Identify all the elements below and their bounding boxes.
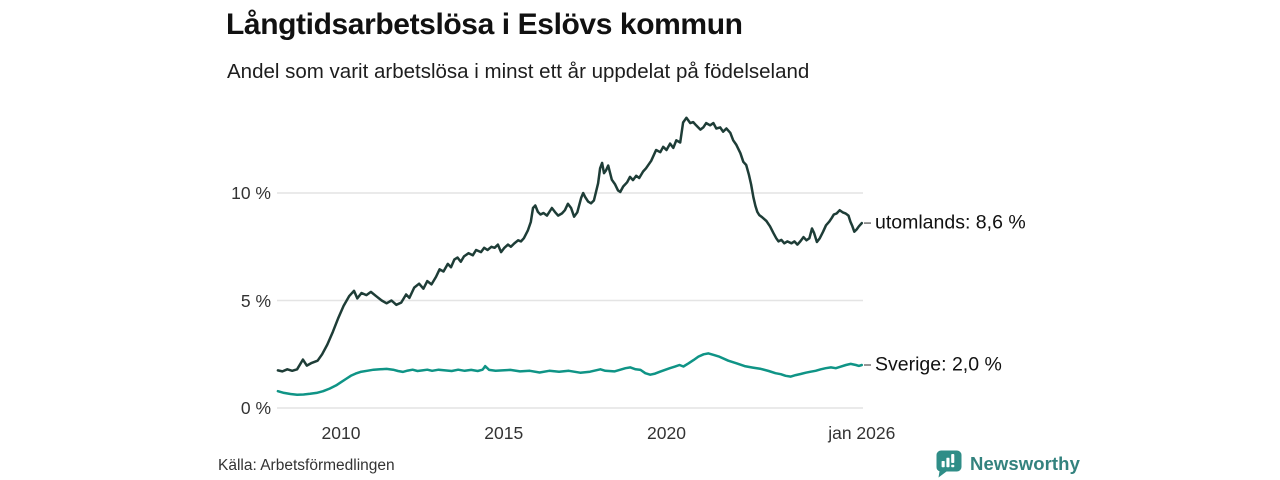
series-line-utomlands — [276, 116, 864, 373]
newsworthy-wordmark: Newsworthy — [970, 453, 1080, 474]
x-tick-label: 2015 — [484, 423, 524, 443]
x-tick-label: 2020 — [647, 423, 686, 443]
chart-title: Långtidsarbetslösa i Eslövs kommun — [226, 8, 743, 41]
newsworthy-icon — [936, 450, 962, 478]
series-label-utomlands: utomlands: 8,6 % — [875, 211, 1026, 234]
newsworthy-logo: Newsworthy — [936, 450, 1080, 478]
series-label-sverige: Sverige: 2,0 % — [875, 353, 1002, 376]
x-tick-label: jan 2026 — [828, 423, 896, 443]
series-line-sverige — [276, 352, 864, 396]
chart-subtitle: Andel som varit arbetslösa i minst ett å… — [227, 60, 810, 83]
source-note: Källa: Arbetsförmedlingen — [218, 457, 395, 474]
y-tick-label: 5 % — [240, 290, 271, 311]
y-tick-label: 0 % — [240, 398, 271, 418]
x-tick-label: 2010 — [321, 423, 361, 443]
y-tick-label: 10 % — [231, 183, 271, 203]
